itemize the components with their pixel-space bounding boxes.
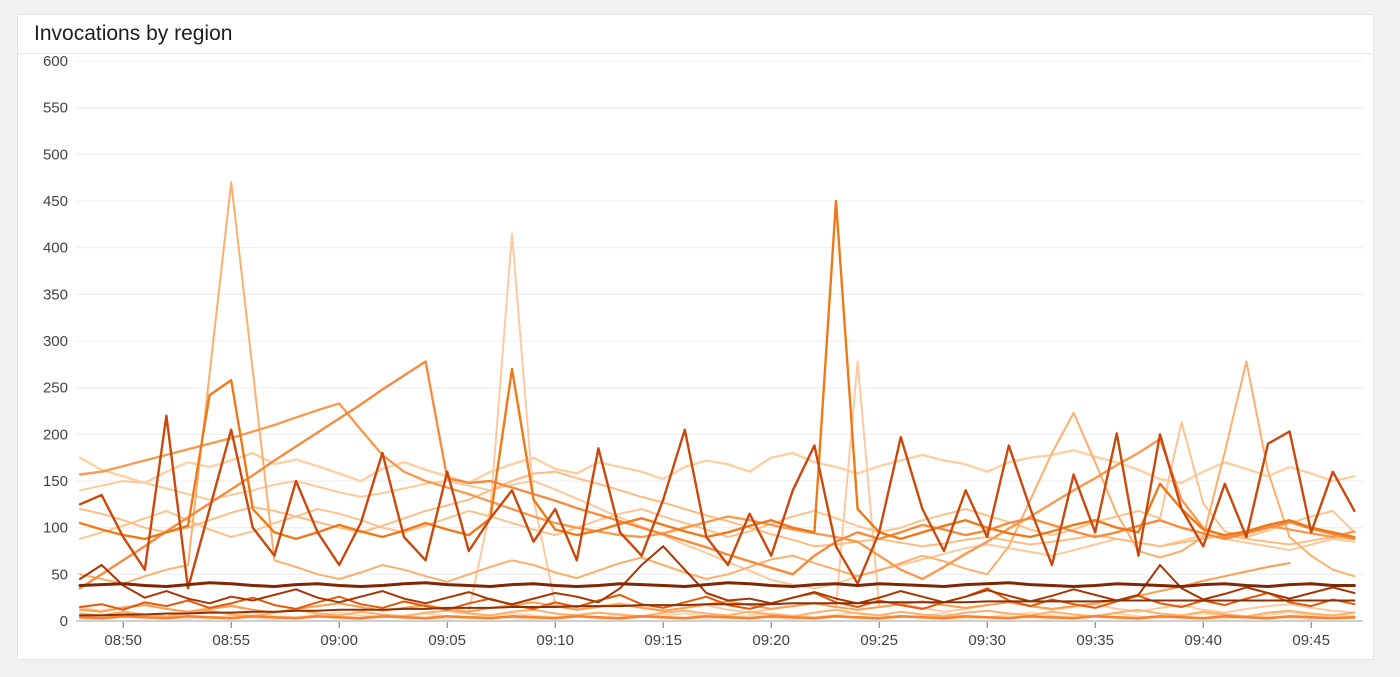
y-axis-label: 350 (43, 286, 68, 303)
series-line-series-12[interactable] (78, 360, 1356, 590)
x-axis-label: 08:50 (104, 632, 142, 649)
series-line-series-14[interactable] (78, 199, 1356, 541)
y-axis-label: 200 (43, 426, 68, 443)
series-line-series-18[interactable] (79, 599, 1356, 617)
y-axis-label: 400 (43, 240, 68, 257)
x-axis-label: 09:10 (536, 632, 574, 649)
x-axis-label: 09:30 (968, 632, 1006, 649)
line-chart[interactable]: 0 50 100 150 200 250 300 350 400 450 500 550 600 08:5… (18, 54, 1373, 659)
x-axis-label: 09:20 (752, 632, 790, 649)
y-axis-label: 250 (43, 380, 68, 397)
x-axis-label: 09:05 (428, 632, 466, 649)
series-line-series-17[interactable] (79, 545, 1356, 606)
y-axis-label: 150 (43, 473, 68, 490)
y-axis-label: 0 (60, 613, 68, 630)
chart-area: 0 50 100 150 200 250 300 350 400 450 500 550 600 08:5… (18, 54, 1373, 659)
x-axis-label: 09:25 (860, 632, 898, 649)
series-line-series-16[interactable] (78, 414, 1356, 590)
y-axis-label: 450 (43, 193, 68, 210)
x-axis-label: 08:55 (212, 632, 250, 649)
series-line-series-5[interactable] (78, 449, 1356, 485)
x-axis-label: 09:35 (1076, 632, 1114, 649)
x-axis-label: 09:15 (644, 632, 682, 649)
y-axis-label: 300 (43, 333, 68, 350)
series-line-series-19[interactable] (78, 581, 1356, 588)
y-axis-label: 500 (43, 146, 68, 163)
series-line-series-11[interactable] (78, 402, 1356, 581)
widget-header: Invocations by region (18, 15, 1373, 54)
x-axis-label: 09:40 (1184, 632, 1222, 649)
chart-widget: Invocations by region 0 50 100 150 200 250 300… (17, 14, 1374, 660)
x-axis-label: 09:45 (1292, 632, 1330, 649)
y-axis-label: 550 (43, 100, 68, 117)
series-line-series-6[interactable] (79, 421, 1356, 540)
x-axis-label: 09:00 (320, 632, 358, 649)
y-axis-label: 100 (43, 520, 68, 537)
y-axis-label: 600 (43, 54, 68, 70)
series-line-series-15[interactable] (79, 587, 1356, 611)
series-line-series-9[interactable] (79, 181, 1356, 585)
series-line-series-13[interactable] (78, 614, 1356, 620)
chart-title: Invocations by region (34, 22, 233, 45)
y-axis-label: 50 (51, 566, 68, 583)
